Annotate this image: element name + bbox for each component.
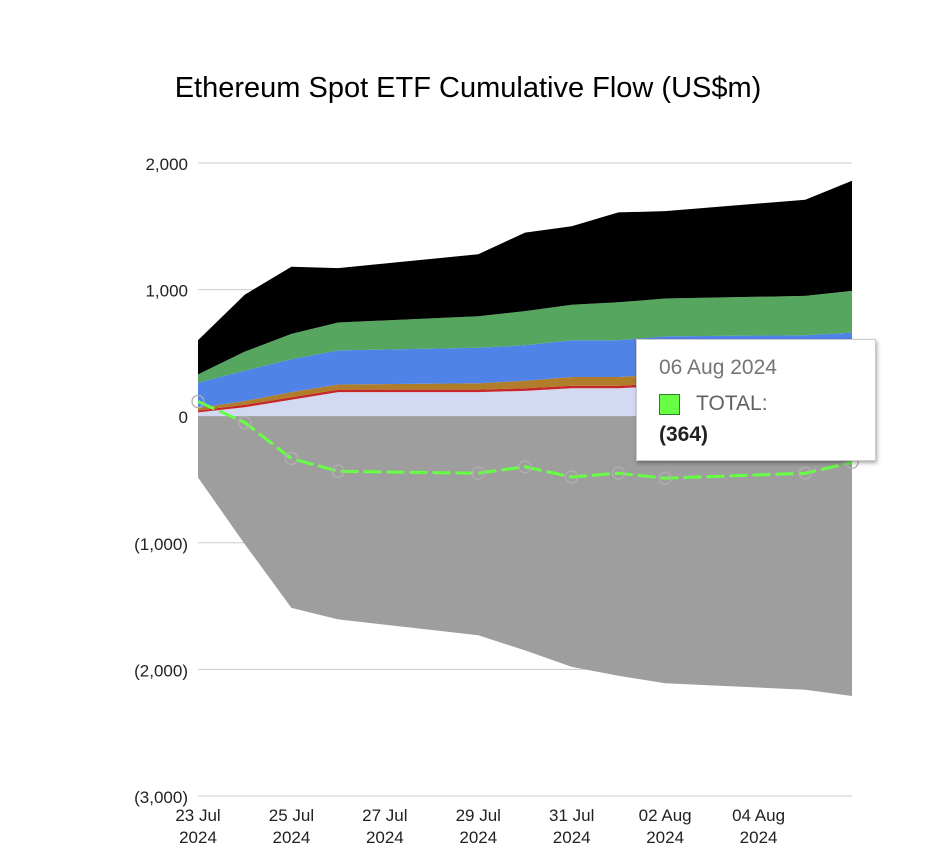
chart-title: Ethereum Spot ETF Cumulative Flow (US$m) <box>174 72 762 104</box>
x-axis-ticks: 23 Jul 2024 25 Jul 2024 27 Jul 2024 29 Jul 2024… <box>175 806 785 847</box>
total-point <box>191 394 205 409</box>
x-tick-year-label: 2024 <box>646 828 684 847</box>
total-point <box>611 466 626 480</box>
x-tick-label: 23 Jul <box>175 806 220 825</box>
negative-area-0 <box>198 416 852 696</box>
positive-area-5 <box>198 180 852 375</box>
tooltip-series-label: TOTAL: <box>696 392 768 415</box>
tooltip-series-swatch <box>659 393 680 415</box>
x-tick-label: 31 Jul <box>549 806 594 825</box>
x-tick-label: 25 Jul <box>269 806 314 825</box>
x-tick-label: 29 Jul <box>456 806 501 825</box>
y-tick-label: 0 <box>179 408 188 427</box>
y-tick-label: (1,000) <box>134 535 188 554</box>
total-point <box>658 471 672 485</box>
total-point <box>471 466 485 480</box>
total-point <box>798 466 812 480</box>
x-tick-label: 27 Jul <box>362 806 407 825</box>
y-tick-label: (2,000) <box>134 661 188 680</box>
y-tick-label: 1,000 <box>145 282 188 301</box>
x-tick-year-label: 2024 <box>273 828 311 847</box>
total-point <box>284 451 299 466</box>
tooltip-value: (364) <box>659 423 709 446</box>
y-tick-label: (3,000) <box>134 788 188 807</box>
y-tick-label: 2,000 <box>145 155 188 174</box>
x-tick-year-label: 2024 <box>740 828 778 847</box>
x-tick-year-label: 2024 <box>179 828 217 847</box>
tooltip-date: 06 Aug 2024 <box>659 356 777 379</box>
total-point <box>565 470 579 484</box>
total-point <box>238 415 252 430</box>
x-tick-year-label: 2024 <box>366 828 404 847</box>
total-point <box>331 464 345 478</box>
x-tick-label: 02 Aug <box>639 806 692 825</box>
x-tick-label: 04 Aug <box>732 806 785 825</box>
data-tooltip: 06 Aug 2024 TOTAL: (364) <box>636 339 876 461</box>
total-line <box>197 400 853 480</box>
positive-area-4 <box>198 290 852 383</box>
total-point <box>518 460 532 474</box>
x-tick-year-label: 2024 <box>459 828 497 847</box>
y-axis-ticks: 2,000 1,000 0 (1,000) (2,000) (3,000) <box>134 155 188 807</box>
x-tick-year-label: 2024 <box>553 828 591 847</box>
